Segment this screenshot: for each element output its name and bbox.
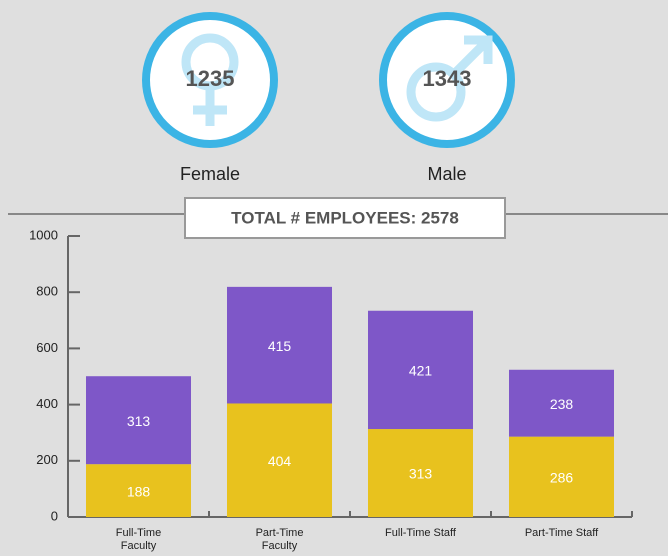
x-tick-label: Part-Time Staff	[524, 527, 599, 539]
male-label: Male	[427, 164, 466, 184]
y-tick-label: 1000	[29, 227, 58, 242]
bar-segment	[368, 429, 473, 517]
value-label: 313	[409, 466, 433, 482]
male-icon	[406, 35, 493, 122]
total-label: TOTAL # EMPLOYEES: 2578	[231, 208, 459, 227]
value-label: 415	[268, 338, 292, 354]
y-tick-label: 600	[36, 340, 58, 355]
y-tick-label: 800	[36, 284, 58, 299]
y-tick-label: 400	[36, 396, 58, 411]
y-tick-label: 0	[51, 508, 58, 523]
bar-segment	[86, 376, 191, 465]
female-count: 1235	[186, 66, 235, 91]
bar-segment	[86, 464, 191, 517]
female-label: Female	[180, 164, 240, 184]
male-count: 1343	[423, 66, 472, 91]
value-label: 188	[127, 483, 151, 499]
female-circle	[142, 12, 278, 148]
total-box	[184, 197, 506, 239]
bar-segment	[227, 286, 332, 404]
value-label: 421	[409, 363, 433, 379]
female-badge: 1235 Female	[142, 12, 278, 184]
bar-segment	[368, 310, 473, 430]
x-tick-label: Full-Time Faculty	[115, 527, 162, 552]
value-label: 313	[127, 413, 151, 429]
y-tick-label: 200	[36, 452, 58, 467]
value-label: 286	[550, 470, 574, 486]
bar-segment	[509, 369, 614, 437]
x-tick-label: Part-Time Faculty	[255, 527, 304, 552]
bar-segment	[227, 403, 332, 517]
bar-segment	[509, 436, 614, 517]
female-icon	[181, 33, 239, 126]
value-label: 238	[550, 396, 574, 412]
value-label: 404	[268, 453, 292, 469]
x-tick-label: Full-Time Staff	[385, 527, 456, 539]
male-badge: 1343 Male	[379, 12, 515, 184]
